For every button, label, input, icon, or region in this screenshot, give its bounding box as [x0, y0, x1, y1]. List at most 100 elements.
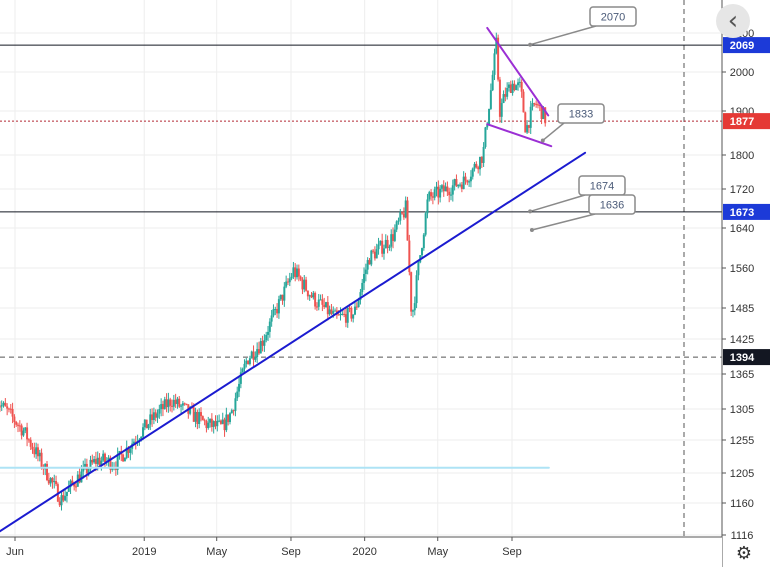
candle-body: [310, 295, 313, 298]
candle: [145, 419, 148, 429]
trend-line-pennant-upper[interactable]: [486, 26, 550, 117]
price-callout-1636[interactable]: 1636: [529, 194, 636, 232]
candle: [366, 257, 369, 275]
candle: [448, 187, 451, 203]
candle-body: [161, 404, 164, 410]
candle: [518, 77, 521, 88]
candle-body: [477, 167, 480, 170]
candle: [488, 108, 491, 126]
trend-lines[interactable]: [0, 26, 587, 534]
candle-body: [156, 413, 159, 418]
candle: [47, 472, 50, 486]
candle: [277, 295, 280, 319]
candle-body: [373, 251, 376, 259]
gear-icon[interactable]: ⚙: [735, 542, 753, 564]
candle: [498, 76, 501, 123]
candle: [257, 341, 260, 355]
price-callout-1674[interactable]: 1674: [528, 175, 626, 214]
y-tick-label: 1720: [730, 184, 754, 196]
candle: [325, 301, 328, 308]
candle-body: [60, 495, 63, 506]
callout-text: 2070: [601, 12, 625, 24]
y-tick-label: 1160: [730, 498, 754, 510]
candle-body: [473, 163, 476, 169]
callout-pointer: [542, 122, 565, 142]
candle-body: [314, 292, 317, 307]
candle-body: [29, 439, 32, 447]
candle: [482, 142, 485, 167]
callout-text: 1636: [600, 200, 624, 212]
candle-body: [308, 295, 311, 297]
candle-body: [254, 357, 257, 360]
candle-body: [370, 250, 373, 265]
candle: [276, 303, 279, 318]
candle-body: [504, 94, 507, 97]
candle-body: [214, 421, 217, 427]
trend-line-support[interactable]: [0, 151, 587, 534]
candle: [116, 447, 119, 475]
candle-body: [453, 179, 456, 186]
candle: [459, 182, 462, 188]
candle: [379, 240, 382, 246]
price-callouts[interactable]: 2070 1833 1674 1636: [528, 6, 637, 232]
candle-body: [393, 229, 396, 241]
candle-body: [511, 83, 514, 94]
candle-body: [185, 403, 188, 405]
candle: [171, 399, 174, 413]
candle: [241, 367, 244, 373]
candle-body: [305, 279, 308, 291]
candle-body: [15, 421, 18, 425]
candle-body: [71, 480, 74, 484]
candle-body: [350, 307, 353, 319]
candle-body: [413, 303, 416, 311]
price-callout-1833[interactable]: 1833: [540, 103, 605, 143]
candle: [312, 290, 315, 300]
y-tick-label: 1116: [731, 530, 754, 542]
candle-body: [435, 186, 438, 190]
candle: [154, 409, 157, 422]
candle-body: [538, 104, 541, 106]
candle-body: [192, 407, 195, 422]
candle-body: [250, 351, 253, 359]
candle-body: [91, 459, 94, 463]
price-badge-1394: [723, 349, 770, 366]
candle: [294, 263, 297, 282]
candle-body: [51, 478, 54, 483]
candle: [161, 400, 164, 417]
candle: [65, 491, 68, 503]
candle: [55, 475, 58, 487]
candle-body: [421, 248, 424, 256]
candle-body: [522, 91, 525, 113]
candle-body: [17, 424, 20, 426]
candle: [243, 359, 246, 372]
candle-body: [325, 302, 328, 308]
candle: [15, 420, 18, 427]
candle-body: [87, 469, 90, 474]
candle-body: [401, 212, 404, 214]
price-callout-2070[interactable]: 2070: [528, 6, 637, 47]
candle: [299, 275, 302, 282]
candle-body: [154, 412, 157, 418]
candle-body: [219, 420, 222, 424]
x-tick-label: 2019: [132, 546, 156, 558]
candle-body: [189, 407, 192, 414]
candle-body: [422, 234, 425, 249]
scroll-back-icon[interactable]: ‹: [716, 4, 750, 38]
candle: [123, 457, 126, 462]
candle: [290, 273, 293, 281]
candle-body: [261, 340, 264, 346]
candle-body: [74, 486, 77, 488]
candle-body: [515, 85, 518, 91]
candle: [466, 179, 469, 186]
candle: [422, 233, 425, 251]
candle: [477, 165, 480, 174]
candle-body: [267, 331, 270, 335]
candle-body: [520, 81, 523, 92]
candle-body: [426, 199, 429, 214]
candle-body: [460, 184, 463, 189]
trend-line-pennant-lower[interactable]: [486, 123, 553, 148]
candle: [232, 409, 235, 416]
candle-body: [0, 405, 3, 407]
candle: [18, 420, 21, 432]
